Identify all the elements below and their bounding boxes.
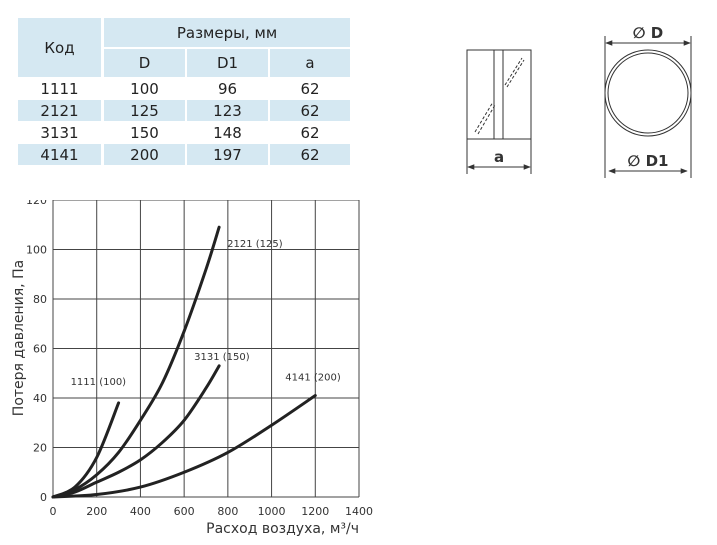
y-tick-label: 120 (26, 200, 47, 207)
table-cell: 125 (104, 100, 185, 121)
x-tick-label: 600 (174, 505, 195, 518)
y-tick-label: 60 (33, 343, 47, 356)
sizes-header: Размеры, мм (104, 18, 350, 47)
table-cell: 96 (217, 79, 238, 98)
y-axis-label: Потеря давления, Па (11, 260, 27, 416)
column-header: D1 (187, 49, 268, 77)
x-tick-label: 1200 (301, 505, 329, 518)
x-tick-label: 200 (86, 505, 107, 518)
y-tick-label: 20 (33, 442, 47, 455)
y-tick-label: 0 (40, 491, 47, 504)
series-line (51, 225, 221, 499)
table-cell: 62 (300, 123, 320, 142)
table-cell: 100 (130, 79, 159, 98)
column-header: a (270, 49, 350, 77)
table-cell: 2121 (18, 100, 101, 121)
side-dimension-label: a (494, 148, 504, 166)
series-label: 3131 (150) (194, 352, 250, 363)
outer-diameter-label: ∅ D (633, 24, 664, 42)
x-tick-label: 800 (217, 505, 238, 518)
series-line (51, 394, 317, 499)
x-axis-label: Расход воздуха, м³/ч (206, 521, 359, 537)
table-cell: 150 (130, 123, 159, 142)
x-tick-label: 400 (130, 505, 151, 518)
table-cell: 148 (213, 123, 242, 142)
x-tick-label: 0 (50, 505, 57, 518)
pressure-loss-chart: 0 200 400 600 800 1000 1200 1400 0 20 40 60 80 100 120… (11, 200, 373, 537)
code-header: Код (18, 18, 101, 77)
y-tick-label: 100 (26, 244, 47, 257)
y-tick-label: 40 (33, 392, 47, 405)
y-tick-label: 80 (33, 293, 47, 306)
series-line (51, 364, 221, 499)
x-tick-label: 1400 (345, 505, 373, 518)
table-cell: 197 (187, 144, 268, 165)
table-cell: 62 (300, 79, 320, 98)
x-tick-label: 1000 (258, 505, 286, 518)
table-cell: 4141 (18, 144, 101, 165)
series-label: 1111 (100) (71, 377, 127, 388)
side-view-drawing (466, 49, 532, 174)
table-cell: 200 (104, 144, 185, 165)
series-label: 4141 (200) (285, 373, 341, 384)
series-label: 2121 (125) (227, 239, 283, 250)
front-view-drawing (604, 36, 692, 178)
product-diagram: a ∅ D ∅ D1 (466, 24, 692, 178)
inner-diameter-label: ∅ D1 (628, 152, 669, 170)
table-cell: 62 (270, 100, 350, 121)
table-cell: 3131 (40, 123, 79, 142)
column-header: D (104, 49, 185, 77)
table-cell: 1111 (40, 79, 79, 98)
table-cell: 123 (187, 100, 268, 121)
table-cell: 62 (270, 144, 350, 165)
